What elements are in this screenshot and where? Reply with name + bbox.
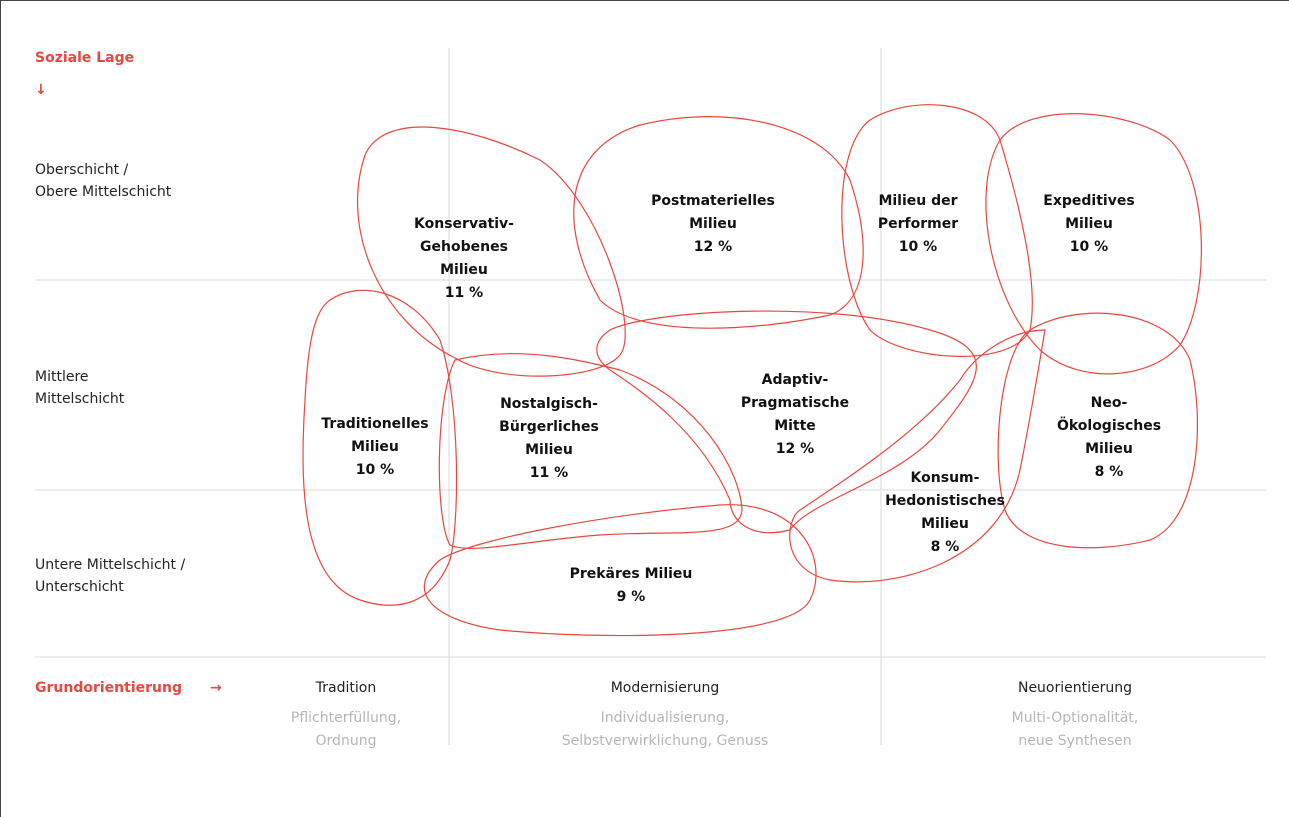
milieu-share: 11 % (530, 465, 568, 481)
milieu-name: Milieu (1065, 216, 1113, 232)
milieu-name: Prekäres Milieu (570, 566, 693, 582)
row-label: Mittlere (35, 369, 89, 385)
milieu-name: Konservativ- (414, 216, 514, 232)
milieu-share: 12 % (694, 239, 732, 255)
milieu-name: Postmaterielles (651, 193, 775, 209)
milieu-name: Nostalgisch- (500, 396, 598, 412)
milieu-name: Milieu (689, 216, 737, 232)
footer-arrow: → (210, 680, 222, 696)
milieu-share: 8 % (1095, 464, 1124, 480)
milieu-name: Neo- (1091, 395, 1128, 411)
milieu-name: Milieu (525, 442, 573, 458)
footer-title: Grundorientierung (35, 680, 182, 696)
milieu-name: Hedonistisches (885, 493, 1005, 509)
milieu-name: Gehobenes (420, 239, 508, 255)
row-label: Unterschicht (35, 579, 124, 595)
milieu-name: Performer (878, 216, 958, 232)
milieu-name: Milieu (351, 439, 399, 455)
milieu-name: Milieu der (878, 193, 957, 209)
row-label: Oberschicht / (35, 162, 129, 178)
header-title: Soziale Lage (35, 50, 134, 66)
milieu-share: 10 % (899, 239, 937, 255)
shape (302, 289, 458, 606)
milieu-share: 10 % (356, 462, 394, 478)
shape (997, 312, 1199, 549)
shape (423, 504, 817, 637)
milieu-name: Mitte (774, 418, 816, 434)
shape (438, 353, 743, 549)
column-title: Tradition (315, 680, 376, 696)
milieu-name: Milieu (1085, 441, 1133, 457)
row-label: Obere Mittelschicht (35, 184, 172, 200)
milieu-share: 9 % (617, 589, 646, 605)
column-subtitle: Selbstverwirklichung, Genuss (562, 733, 769, 749)
shape (596, 310, 977, 534)
column-subtitle: Ordnung (316, 733, 377, 749)
milieu-shapes (302, 104, 1202, 637)
milieu-name: Adaptiv- (762, 372, 829, 388)
column-subtitle: Multi-Optionalität, (1012, 710, 1139, 726)
shape (357, 126, 626, 377)
milieu-name: Expeditives (1043, 193, 1134, 209)
column-title: Neuorientierung (1018, 680, 1132, 696)
milieu-share: 8 % (931, 539, 960, 555)
row-label: Untere Mittelschicht / (35, 557, 185, 573)
shape (985, 113, 1202, 375)
column-subtitle: Individualisierung, (601, 710, 730, 726)
shape (789, 329, 1046, 583)
milieu-share: 12 % (776, 441, 814, 457)
milieu-name: Bürgerliches (499, 419, 599, 435)
milieu-name: Konsum- (911, 470, 980, 486)
milieu-name: Pragmatische (741, 395, 849, 411)
milieu-share: 11 % (445, 285, 483, 301)
milieu-name: Traditionelles (321, 416, 428, 432)
row-label: Mittelschicht (35, 391, 125, 407)
milieu-share: 10 % (1070, 239, 1108, 255)
shape (573, 116, 864, 329)
milieu-name: Ökologisches (1057, 416, 1161, 434)
milieu-name: Milieu (921, 516, 969, 532)
milieu-name: Milieu (440, 262, 488, 278)
column-subtitle: neue Synthesen (1018, 733, 1131, 749)
header-arrow: ↓ (35, 82, 47, 98)
column-subtitle: Pflichterfüllung, (291, 710, 401, 726)
column-title: Modernisierung (611, 680, 720, 696)
